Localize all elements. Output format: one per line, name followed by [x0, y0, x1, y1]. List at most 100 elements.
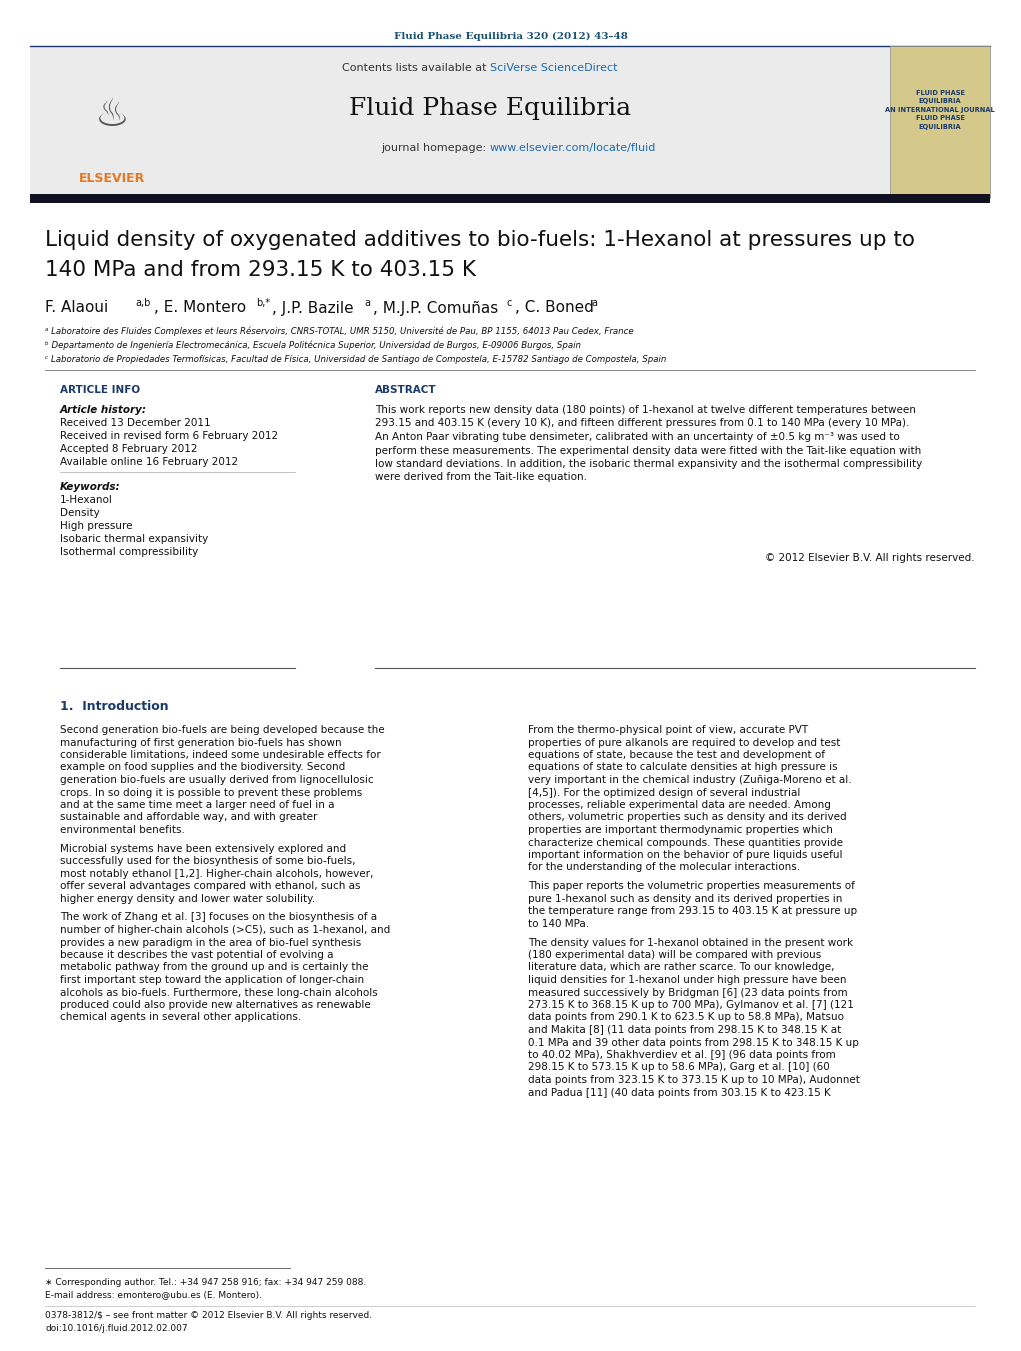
- Text: others, volumetric properties such as density and its derived: others, volumetric properties such as de…: [528, 812, 846, 823]
- Text: Isothermal compressibility: Isothermal compressibility: [60, 547, 198, 557]
- Text: ᵃ Laboratoire des Fluides Complexes et leurs Réservoirs, CNRS-TOTAL, UMR 5150, U: ᵃ Laboratoire des Fluides Complexes et l…: [45, 327, 634, 336]
- Text: F. Alaoui: F. Alaoui: [45, 300, 108, 316]
- Text: 140 MPa and from 293.15 K to 403.15 K: 140 MPa and from 293.15 K to 403.15 K: [45, 259, 476, 280]
- Text: From the thermo-physical point of view, accurate PVT: From the thermo-physical point of view, …: [528, 725, 809, 735]
- Text: very important in the chemical industry (Zuñiga-Moreno et al.: very important in the chemical industry …: [528, 775, 852, 785]
- Text: ᶜ Laboratorio de Propiedades Termofísicas, Facultad de Física, Universidad de Sa: ᶜ Laboratorio de Propiedades Termofísica…: [45, 355, 667, 363]
- Text: Keywords:: Keywords:: [60, 482, 120, 492]
- Text: data points from 290.1 K to 623.5 K up to 58.8 MPa), Matsuo: data points from 290.1 K to 623.5 K up t…: [528, 1012, 844, 1023]
- Text: Liquid density of oxygenated additives to bio-fuels: 1-Hexanol at pressures up t: Liquid density of oxygenated additives t…: [45, 230, 915, 250]
- Text: liquid densities for 1-hexanol under high pressure have been: liquid densities for 1-hexanol under hig…: [528, 975, 846, 985]
- Text: to 140 MPa.: to 140 MPa.: [528, 919, 589, 928]
- Text: (180 experimental data) will be compared with previous: (180 experimental data) will be compared…: [528, 950, 821, 961]
- Text: ∗ Corresponding author. Tel.: +34 947 258 916; fax: +34 947 259 088.: ∗ Corresponding author. Tel.: +34 947 25…: [45, 1278, 367, 1288]
- Text: measured successively by Bridgman [6] (23 data points from: measured successively by Bridgman [6] (2…: [528, 988, 847, 997]
- Text: and Padua [11] (40 data points from 303.15 K to 423.15 K: and Padua [11] (40 data points from 303.…: [528, 1088, 831, 1097]
- Text: characterize chemical compounds. These quantities provide: characterize chemical compounds. These q…: [528, 838, 843, 847]
- Text: data points from 323.15 K to 373.15 K up to 10 MPa), Audonnet: data points from 323.15 K to 373.15 K up…: [528, 1075, 860, 1085]
- Text: the temperature range from 293.15 to 403.15 K at pressure up: the temperature range from 293.15 to 403…: [528, 907, 857, 916]
- Text: because it describes the vast potential of evolving a: because it describes the vast potential …: [60, 950, 334, 961]
- Text: chemical agents in several other applications.: chemical agents in several other applica…: [60, 1012, 301, 1023]
- Text: Article history:: Article history:: [60, 405, 147, 415]
- Text: © 2012 Elsevier B.V. All rights reserved.: © 2012 Elsevier B.V. All rights reserved…: [766, 553, 975, 563]
- Text: Fluid Phase Equilibria: Fluid Phase Equilibria: [349, 96, 631, 119]
- Text: www.elsevier.com/locate/fluid: www.elsevier.com/locate/fluid: [490, 143, 657, 153]
- Text: important information on the behavior of pure liquids useful: important information on the behavior of…: [528, 850, 842, 861]
- Text: example on food supplies and the biodiversity. Second: example on food supplies and the biodive…: [60, 762, 345, 773]
- Text: This paper reports the volumetric properties measurements of: This paper reports the volumetric proper…: [528, 881, 855, 892]
- Text: Accepted 8 February 2012: Accepted 8 February 2012: [60, 444, 197, 454]
- Text: [4,5]). For the optimized design of several industrial: [4,5]). For the optimized design of seve…: [528, 788, 800, 797]
- Text: manufacturing of first generation bio-fuels has shown: manufacturing of first generation bio-fu…: [60, 738, 342, 747]
- Text: Density: Density: [60, 508, 100, 517]
- Text: 273.15 K to 368.15 K up to 700 MPa), Gylmanov et al. [7] (121: 273.15 K to 368.15 K up to 700 MPa), Gyl…: [528, 1000, 854, 1011]
- Text: to 40.02 MPa), Shakhverdiev et al. [9] (96 data points from: to 40.02 MPa), Shakhverdiev et al. [9] (…: [528, 1050, 836, 1061]
- Text: pure 1-hexanol such as density and its derived properties in: pure 1-hexanol such as density and its d…: [528, 894, 842, 904]
- Text: ARTICLE INFO: ARTICLE INFO: [60, 385, 140, 394]
- Text: Contents lists available at: Contents lists available at: [342, 63, 490, 73]
- Text: most notably ethanol [1,2]. Higher-chain alcohols, however,: most notably ethanol [1,2]. Higher-chain…: [60, 869, 374, 878]
- Text: journal homepage:: journal homepage:: [382, 143, 490, 153]
- Text: Second generation bio-fuels are being developed because the: Second generation bio-fuels are being de…: [60, 725, 385, 735]
- Text: equations of state to calculate densities at high pressure is: equations of state to calculate densitie…: [528, 762, 837, 773]
- Text: ABSTRACT: ABSTRACT: [375, 385, 437, 394]
- Bar: [890, 46, 990, 199]
- Text: 298.15 K to 573.15 K up to 58.6 MPa), Garg et al. [10] (60: 298.15 K to 573.15 K up to 58.6 MPa), Ga…: [528, 1062, 830, 1073]
- Text: E-mail address: emontero@ubu.es (E. Montero).: E-mail address: emontero@ubu.es (E. Mont…: [45, 1290, 262, 1300]
- Text: Microbial systems have been extensively explored and: Microbial systems have been extensively …: [60, 844, 346, 854]
- Text: provides a new paradigm in the area of bio-fuel synthesis: provides a new paradigm in the area of b…: [60, 938, 361, 947]
- Text: ♨: ♨: [95, 96, 130, 134]
- Text: sustainable and affordable way, and with greater: sustainable and affordable way, and with…: [60, 812, 318, 823]
- Text: metabolic pathway from the ground up and is certainly the: metabolic pathway from the ground up and…: [60, 962, 369, 973]
- Text: Isobaric thermal expansivity: Isobaric thermal expansivity: [60, 534, 208, 544]
- Text: first important step toward the application of longer-chain: first important step toward the applicat…: [60, 975, 364, 985]
- Text: properties are important thermodynamic properties which: properties are important thermodynamic p…: [528, 825, 833, 835]
- Text: doi:10.1016/j.fluid.2012.02.007: doi:10.1016/j.fluid.2012.02.007: [45, 1324, 188, 1333]
- Text: considerable limitations, indeed some undesirable effects for: considerable limitations, indeed some un…: [60, 750, 381, 761]
- Text: ELSEVIER: ELSEVIER: [79, 172, 145, 185]
- Text: This work reports new density data (180 points) of 1-hexanol at twelve different: This work reports new density data (180 …: [375, 405, 916, 415]
- Text: a: a: [591, 299, 597, 308]
- Text: The work of Zhang et al. [3] focuses on the biosynthesis of a: The work of Zhang et al. [3] focuses on …: [60, 912, 377, 923]
- Text: a,b: a,b: [135, 299, 150, 308]
- Text: 293.15 and 403.15 K (every 10 K), and fifteen different pressures from 0.1 to 14: 293.15 and 403.15 K (every 10 K), and fi…: [375, 419, 910, 428]
- Text: b,*: b,*: [256, 299, 271, 308]
- Text: generation bio-fuels are usually derived from lignocellulosic: generation bio-fuels are usually derived…: [60, 775, 374, 785]
- Text: , E. Montero: , E. Montero: [154, 300, 246, 316]
- Text: number of higher-chain alcohols (>C5), such as 1-hexanol, and: number of higher-chain alcohols (>C5), s…: [60, 925, 390, 935]
- Text: alcohols as bio-fuels. Furthermore, these long-chain alcohols: alcohols as bio-fuels. Furthermore, thes…: [60, 988, 378, 997]
- Text: processes, reliable experimental data are needed. Among: processes, reliable experimental data ar…: [528, 800, 831, 811]
- Text: SciVerse ScienceDirect: SciVerse ScienceDirect: [490, 63, 618, 73]
- Text: offer several advantages compared with ethanol, such as: offer several advantages compared with e…: [60, 881, 360, 892]
- Text: 1.  Introduction: 1. Introduction: [60, 700, 168, 713]
- Text: crops. In so doing it is possible to prevent these problems: crops. In so doing it is possible to pre…: [60, 788, 362, 797]
- Text: c: c: [506, 299, 512, 308]
- Text: literature data, which are rather scarce. To our knowledge,: literature data, which are rather scarce…: [528, 962, 834, 973]
- Text: The density values for 1-hexanol obtained in the present work: The density values for 1-hexanol obtaine…: [528, 938, 854, 947]
- Text: higher energy density and lower water solubility.: higher energy density and lower water so…: [60, 894, 315, 904]
- Text: a: a: [364, 299, 370, 308]
- Text: , C. Boned: , C. Boned: [515, 300, 594, 316]
- Text: , M.J.P. Comuñas: , M.J.P. Comuñas: [373, 300, 498, 316]
- Text: environmental benefits.: environmental benefits.: [60, 825, 185, 835]
- Text: low standard deviations. In addition, the isobaric thermal expansivity and the i: low standard deviations. In addition, th…: [375, 459, 922, 469]
- Bar: [30, 46, 890, 199]
- Text: for the understanding of the molecular interactions.: for the understanding of the molecular i…: [528, 862, 800, 873]
- Text: Received in revised form 6 February 2012: Received in revised form 6 February 2012: [60, 431, 278, 440]
- Text: were derived from the Tait-like equation.: were derived from the Tait-like equation…: [375, 473, 587, 482]
- Text: produced could also provide new alternatives as renewable: produced could also provide new alternat…: [60, 1000, 371, 1011]
- Bar: [30, 195, 990, 203]
- Text: 1-Hexanol: 1-Hexanol: [60, 494, 113, 505]
- Text: perform these measurements. The experimental density data were fitted with the T: perform these measurements. The experime…: [375, 446, 921, 455]
- Text: Available online 16 February 2012: Available online 16 February 2012: [60, 457, 238, 467]
- Text: Fluid Phase Equilibria 320 (2012) 43–48: Fluid Phase Equilibria 320 (2012) 43–48: [394, 31, 628, 41]
- Text: successfully used for the biosynthesis of some bio-fuels,: successfully used for the biosynthesis o…: [60, 857, 355, 866]
- Text: High pressure: High pressure: [60, 521, 133, 531]
- Text: 0378-3812/$ – see front matter © 2012 Elsevier B.V. All rights reserved.: 0378-3812/$ – see front matter © 2012 El…: [45, 1310, 372, 1320]
- Text: ᵇ Departamento de Ingeniería Electromecánica, Escuela Politécnica Superior, Univ: ᵇ Departamento de Ingeniería Electromecá…: [45, 340, 581, 350]
- Text: equations of state, because the test and development of: equations of state, because the test and…: [528, 750, 825, 761]
- Text: , J.P. Bazile: , J.P. Bazile: [272, 300, 353, 316]
- Text: 0.1 MPa and 39 other data points from 298.15 K to 348.15 K up: 0.1 MPa and 39 other data points from 29…: [528, 1038, 859, 1047]
- Text: Received 13 December 2011: Received 13 December 2011: [60, 417, 210, 428]
- Text: and at the same time meet a larger need of fuel in a: and at the same time meet a larger need …: [60, 800, 335, 811]
